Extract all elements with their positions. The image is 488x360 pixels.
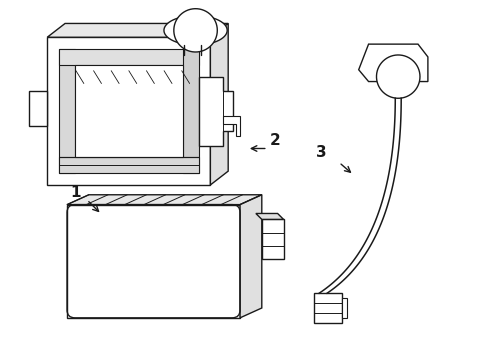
Polygon shape bbox=[223, 116, 240, 136]
Polygon shape bbox=[341, 298, 346, 318]
Polygon shape bbox=[47, 23, 228, 37]
Text: 2: 2 bbox=[269, 132, 280, 148]
Polygon shape bbox=[47, 37, 210, 185]
Polygon shape bbox=[59, 49, 75, 173]
Polygon shape bbox=[67, 195, 261, 204]
Polygon shape bbox=[183, 49, 198, 173]
Polygon shape bbox=[29, 91, 47, 126]
Polygon shape bbox=[376, 55, 419, 98]
Polygon shape bbox=[67, 204, 240, 318]
Polygon shape bbox=[59, 157, 198, 173]
Polygon shape bbox=[210, 23, 228, 185]
Polygon shape bbox=[240, 195, 261, 318]
Polygon shape bbox=[174, 9, 217, 52]
Polygon shape bbox=[255, 213, 283, 219]
Polygon shape bbox=[198, 77, 233, 145]
Text: 3: 3 bbox=[316, 145, 326, 160]
Polygon shape bbox=[59, 49, 198, 65]
Polygon shape bbox=[261, 219, 283, 259]
Polygon shape bbox=[314, 293, 341, 323]
Polygon shape bbox=[75, 65, 183, 157]
Polygon shape bbox=[163, 15, 227, 45]
Text: 1: 1 bbox=[70, 185, 81, 200]
Polygon shape bbox=[358, 44, 427, 82]
